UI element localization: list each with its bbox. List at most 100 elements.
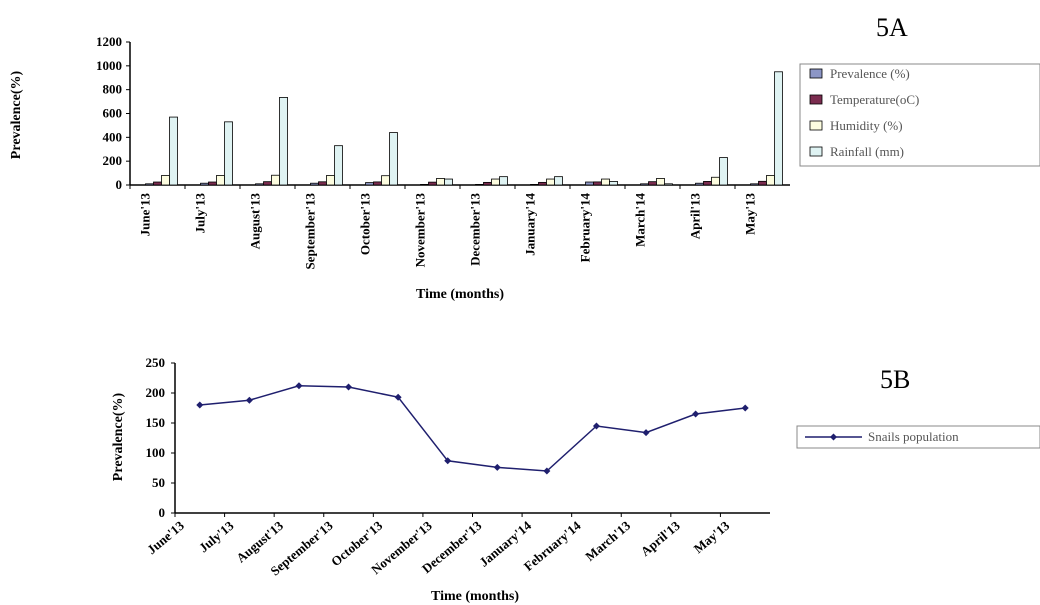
bar: [208, 181, 217, 186]
bar: [169, 116, 178, 186]
data-point: [543, 467, 551, 475]
y-tick-label: 200: [146, 385, 166, 400]
legend-label: Prevalence (%): [830, 66, 910, 81]
bar-chart-5a: Prevalence(%) Time (months) 0 200 400 600 80…: [9, 34, 1040, 302]
legend-label: Temperature(oC): [830, 92, 919, 107]
x-axis-title: Time (months): [431, 589, 519, 604]
bar: [444, 178, 453, 186]
legend-swatch: [809, 120, 823, 131]
y-axis-title: Prevalence(%): [9, 70, 24, 159]
bar: [318, 181, 327, 186]
x-tick-label: May'13: [743, 193, 758, 235]
bar: [373, 181, 382, 186]
y-tick-label: 400: [103, 129, 123, 144]
bar: [271, 174, 280, 186]
x-tick-label: November'13: [413, 193, 428, 268]
bar: [153, 181, 162, 186]
bar: [499, 176, 508, 186]
x-tick-label: August'13: [248, 193, 263, 250]
bar: [389, 132, 398, 186]
x-tick-label: June'13: [144, 517, 187, 557]
data-point: [444, 457, 452, 465]
bar: [161, 175, 170, 186]
x-tick-label: April'13: [638, 517, 683, 559]
legend-swatch: [809, 68, 823, 79]
x-tick-label: April'13: [688, 193, 703, 240]
bar: [491, 178, 500, 186]
bar: [711, 176, 720, 186]
bar: [420, 184, 429, 186]
y-tick-label: 200: [103, 153, 123, 168]
bar: [224, 121, 233, 186]
legend-swatch: [809, 94, 823, 105]
x-tick-label: March'13: [582, 517, 633, 563]
bar: [609, 181, 618, 186]
bar: [554, 176, 563, 186]
y-tick-label: 250: [146, 355, 166, 370]
bar: [381, 175, 390, 186]
bar: [719, 157, 728, 186]
bar: [648, 181, 657, 186]
data-point: [345, 383, 353, 391]
legend-swatch-marker: [830, 433, 837, 441]
bar: [475, 184, 484, 186]
legend-label: Humidity (%): [830, 118, 903, 133]
x-tick-label: February'14: [578, 193, 593, 263]
data-point: [295, 382, 303, 390]
bar: [774, 71, 783, 186]
x-tick-label: May'13: [691, 517, 733, 556]
bar: [585, 181, 594, 186]
panel-label-5b: 5B: [880, 365, 910, 394]
y-tick-label: 150: [146, 415, 166, 430]
bar: [310, 182, 319, 186]
bar: [750, 183, 759, 186]
y-tick-label: 1200: [96, 34, 122, 49]
legend-label: Snails population: [868, 429, 959, 444]
bar: [436, 178, 445, 186]
bar: [145, 183, 154, 186]
bar: [640, 183, 649, 186]
legend-swatch: [809, 146, 823, 157]
bar: [601, 178, 610, 186]
y-tick-label: 50: [152, 475, 165, 490]
data-point: [592, 422, 600, 430]
data-point: [245, 396, 253, 404]
bar: [483, 181, 492, 186]
data-point: [196, 401, 204, 409]
bar: [695, 182, 704, 186]
bar: [279, 97, 288, 186]
y-tick-label: 1000: [96, 58, 122, 73]
x-tick-label: October'13: [358, 193, 373, 256]
y-tick-label: 0: [116, 177, 123, 192]
x-axis-title: Time (months): [416, 287, 504, 302]
bar: [766, 175, 775, 186]
data-point: [741, 404, 749, 412]
y-tick-label: 0: [159, 505, 166, 520]
y-tick-label: 100: [146, 445, 166, 460]
x-tick-label: December'13: [468, 193, 483, 266]
bar: [664, 183, 673, 186]
bar: [758, 180, 767, 186]
y-tick-label: 800: [103, 82, 123, 97]
bar: [263, 181, 272, 186]
legend-frame: [799, 63, 1040, 167]
data-point: [394, 393, 402, 401]
data-point: [692, 410, 700, 418]
data-point: [493, 463, 501, 471]
x-tick-label: June'13: [138, 193, 153, 237]
x-tick-label: July'13: [193, 193, 208, 234]
bar: [255, 183, 264, 186]
bar: [538, 181, 547, 186]
bar: [593, 181, 602, 186]
y-axis-title: Prevalence(%): [111, 392, 126, 481]
legend: Snails population: [796, 425, 1040, 449]
legend-frame: [796, 425, 1040, 449]
x-tick-label: January'14: [523, 193, 538, 256]
bar: [365, 182, 374, 186]
bar: [703, 181, 712, 186]
y-tick-label: 600: [103, 106, 123, 121]
bar: [326, 175, 335, 186]
bar: [200, 182, 209, 186]
x-tick-label: March'14: [633, 193, 648, 247]
